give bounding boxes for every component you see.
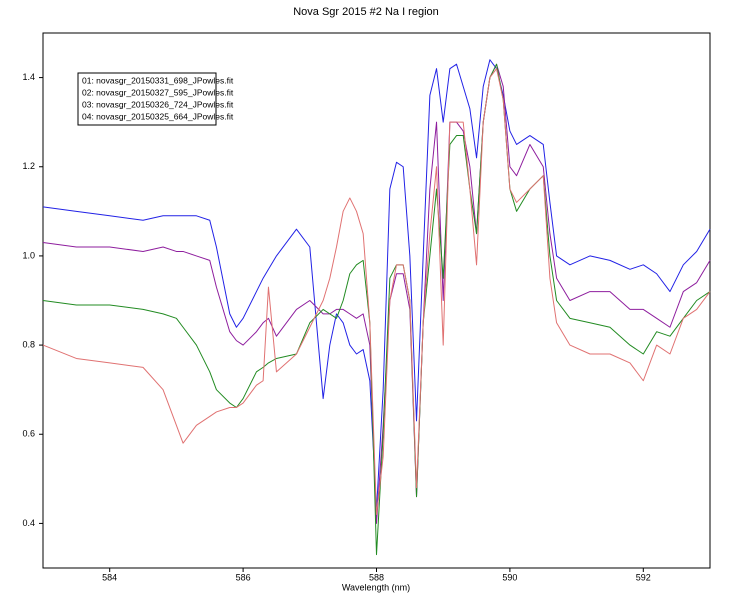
legend-label: 03: novasgr_20150326_724_JPowles.fit — [82, 99, 234, 109]
legend-label: 04: novasgr_20150325_664_JPowles.fit — [82, 111, 234, 121]
x-tick-label: 586 — [236, 572, 251, 582]
x-tick-label: 588 — [369, 572, 384, 582]
legend-box — [77, 72, 217, 126]
y-tick-label: 0.4 — [22, 518, 35, 528]
x-tick-label: 584 — [102, 572, 117, 582]
y-tick-label: 1.2 — [22, 161, 35, 171]
y-tick-label: 1.0 — [22, 250, 35, 260]
y-tick-label: 0.6 — [22, 429, 35, 439]
x-tick-label: 590 — [502, 572, 517, 582]
series-line — [42, 68, 711, 515]
chart-title: Nova Sgr 2015 #2 Na I region — [293, 6, 439, 18]
series-line — [42, 63, 711, 524]
legend-label: 02: novasgr_20150327_595_JPowles.fit — [82, 87, 234, 97]
x-tick-label: 592 — [636, 572, 651, 582]
series-line — [42, 59, 711, 511]
x-axis-label: Wavelength (nm) — [342, 582, 410, 592]
y-tick-label: 1.4 — [22, 72, 35, 82]
legend-label: 01: novasgr_20150331_698_JPowles.fit — [82, 75, 234, 85]
y-tick-label: 0.8 — [22, 339, 35, 349]
